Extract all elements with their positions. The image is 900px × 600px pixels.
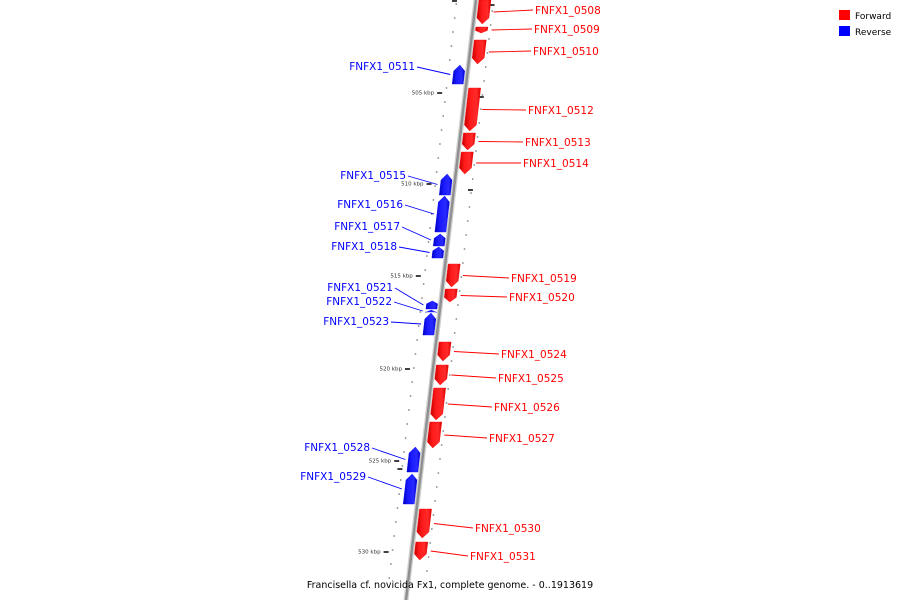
- gene-label-fnfx1_0514[interactable]: FNFX1_0514: [523, 158, 589, 170]
- leader-line: [444, 434, 488, 439]
- gene-label-fnfx1_0528[interactable]: FNFX1_0528: [304, 442, 370, 454]
- leader-line: [401, 226, 432, 241]
- gene-arrow-fnfx1_0524[interactable]: [437, 341, 452, 362]
- gene-arrow-fnfx1_0516[interactable]: [434, 195, 450, 233]
- gene-arrow-fnfx1_0514[interactable]: [459, 151, 474, 175]
- tick-label: 530 kbp: [358, 550, 381, 556]
- tick-label: 525 kbp: [369, 459, 392, 465]
- major-ticks: 505 kbp 510 kbp 515 kbp 520 kbp 525 kbp 530 k…: [358, 0, 495, 556]
- leader-line: [453, 351, 500, 355]
- tick-label: 505 kbp: [412, 91, 435, 97]
- legend-label-forward: Forward: [855, 12, 891, 22]
- gene-label-fnfx1_0530[interactable]: FNFX1_0530: [475, 523, 541, 535]
- gene-arrow-fnfx1_0518[interactable]: [431, 246, 444, 259]
- legend-item-reverse[interactable]: Reverse: [839, 26, 892, 38]
- leader-line: [416, 66, 451, 75]
- gene-label-fnfx1_0523[interactable]: FNFX1_0523: [323, 316, 389, 328]
- leader-line: [371, 447, 406, 460]
- gene-arrow-fnfx1_0525[interactable]: [434, 364, 449, 386]
- gene-label-fnfx1_0515[interactable]: FNFX1_0515: [340, 170, 406, 182]
- gene-label-fnfx1_0521[interactable]: FNFX1_0521: [327, 282, 393, 294]
- leader-line: [482, 109, 527, 111]
- gene-arrow-fnfx1_0523[interactable]: [422, 312, 437, 336]
- leader-line: [404, 204, 435, 215]
- legend-label-reverse: Reverse: [855, 28, 892, 38]
- leader-lines: [367, 9, 534, 557]
- gene-arrow-fnfx1_0508[interactable]: [476, 0, 492, 25]
- gene-label-fnfx1_0509[interactable]: FNFX1_0509: [534, 24, 600, 36]
- leader-line: [460, 295, 508, 298]
- gene-arrow-fnfx1_0509[interactable]: [475, 26, 489, 34]
- gene-arrow-fnfx1_0513[interactable]: [461, 132, 476, 151]
- gene-label-fnfx1_0519[interactable]: FNFX1_0519: [511, 273, 577, 285]
- gene-label-fnfx1_0511[interactable]: FNFX1_0511: [349, 61, 415, 73]
- gene-label-fnfx1_0508[interactable]: FNFX1_0508: [535, 5, 601, 17]
- gene-label-fnfx1_0516[interactable]: FNFX1_0516: [337, 199, 403, 211]
- gene-arrow-fnfx1_0515[interactable]: [439, 173, 453, 196]
- gene-label-fnfx1_0529[interactable]: FNFX1_0529: [300, 471, 366, 483]
- gene-label-fnfx1_0522[interactable]: FNFX1_0522: [326, 296, 392, 308]
- gene-label-fnfx1_0513[interactable]: FNFX1_0513: [525, 137, 591, 149]
- gene-label-fnfx1_0517[interactable]: FNFX1_0517: [334, 221, 400, 233]
- leader-line: [393, 301, 423, 312]
- legend-item-forward[interactable]: Forward: [839, 10, 891, 22]
- gene-label-fnfx1_0518[interactable]: FNFX1_0518: [331, 241, 397, 253]
- gene-label-fnfx1_0524[interactable]: FNFX1_0524: [501, 349, 567, 361]
- leader-line: [491, 28, 533, 31]
- gene-arrow-fnfx1_0521[interactable]: [425, 300, 438, 310]
- genome-backbone: [403, 0, 479, 600]
- gene-arrow-fnfx1_0530[interactable]: [416, 508, 432, 539]
- gene-arrow-fnfx1_0519[interactable]: [445, 263, 461, 288]
- gene-labels: FNFX1_0508 FNFX1_0509 FNFX1_0510 FNFX1_0511…: [300, 5, 601, 563]
- gene-arrow-fnfx1_0520[interactable]: [444, 288, 458, 303]
- gene-label-fnfx1_0510[interactable]: FNFX1_0510: [533, 46, 599, 58]
- gene-arrow-fnfx1_0531[interactable]: [414, 541, 429, 561]
- leader-line: [462, 275, 510, 279]
- leader-line: [394, 287, 424, 306]
- gene-arrow-fnfx1_0517[interactable]: [433, 233, 446, 247]
- tick-label: 510 kbp: [401, 182, 424, 188]
- gene-arrow-fnfx1_0528[interactable]: [406, 446, 421, 473]
- gene-arrow-fnfx1_0529[interactable]: [402, 473, 418, 505]
- leader-line: [430, 550, 469, 557]
- leader-line: [451, 374, 497, 379]
- leader-line: [433, 523, 474, 529]
- gene-label-fnfx1_0527[interactable]: FNFX1_0527: [489, 433, 555, 445]
- legend: Forward Reverse: [839, 10, 892, 38]
- leader-line: [398, 246, 430, 253]
- gene-label-fnfx1_0520[interactable]: FNFX1_0520: [509, 292, 575, 304]
- legend-swatch-forward: [839, 10, 850, 20]
- gene-arrow-fnfx1_0526[interactable]: [430, 387, 446, 421]
- leader-line: [407, 175, 438, 185]
- tick-label: 520 kbp: [380, 367, 403, 373]
- leader-line: [493, 9, 534, 13]
- gene-label-fnfx1_0531[interactable]: FNFX1_0531: [470, 551, 536, 563]
- legend-swatch-reverse: [839, 26, 850, 36]
- leader-line: [390, 321, 422, 325]
- gene-arrow-fnfx1_0527[interactable]: [427, 421, 443, 449]
- gene-label-fnfx1_0512[interactable]: FNFX1_0512: [528, 105, 594, 117]
- gene-features: [402, 0, 492, 561]
- gene-arrow-fnfx1_0512[interactable]: [464, 87, 481, 132]
- leader-line: [488, 50, 532, 53]
- map-caption: Francisella cf. novicida Fx1, complete g…: [307, 580, 593, 591]
- gene-arrow-fnfx1_0522[interactable]: [425, 309, 437, 313]
- leader-line: [447, 403, 493, 408]
- gene-label-fnfx1_0525[interactable]: FNFX1_0525: [498, 373, 564, 385]
- tick-label: 515 kbp: [390, 274, 413, 280]
- gene-label-fnfx1_0526[interactable]: FNFX1_0526: [494, 402, 560, 414]
- gene-arrow-fnfx1_0511[interactable]: [451, 64, 465, 85]
- leader-line: [367, 476, 403, 490]
- gene-arrow-fnfx1_0510[interactable]: [471, 39, 487, 65]
- leader-line: [478, 141, 524, 143]
